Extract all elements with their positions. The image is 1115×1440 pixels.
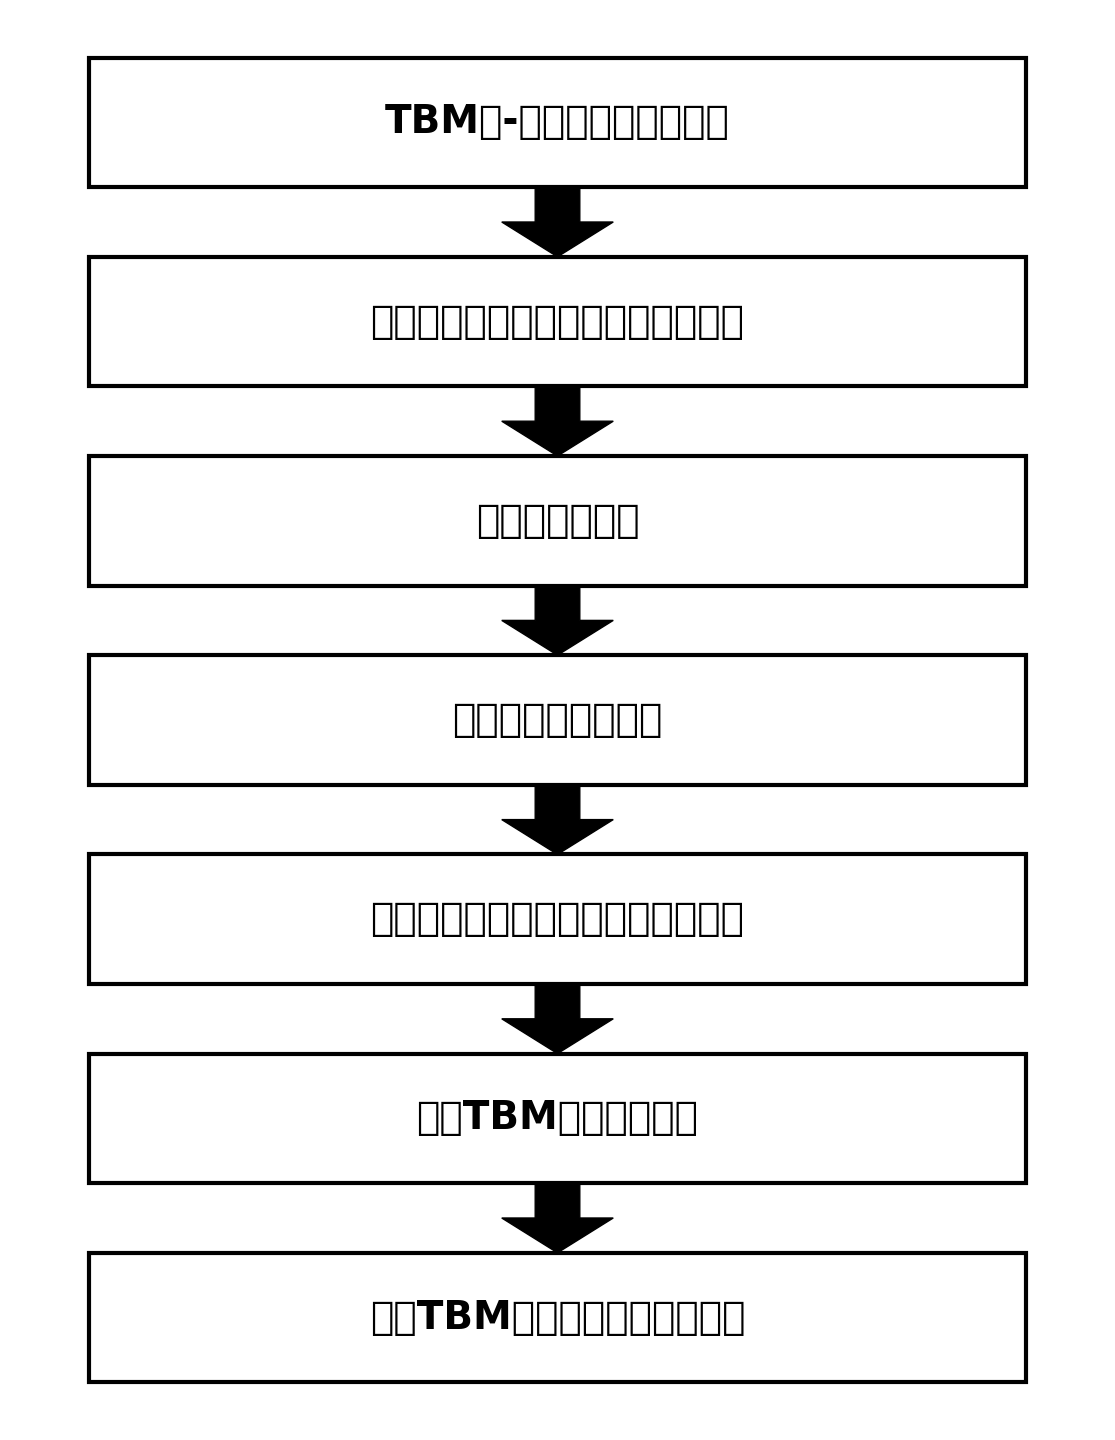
- Text: 熵权法计算权重: 熵权法计算权重: [476, 501, 639, 540]
- Polygon shape: [502, 785, 613, 854]
- Bar: [89, 655, 1026, 785]
- Text: 确定各参数收敛条件: 确定各参数收敛条件: [453, 701, 662, 739]
- Polygon shape: [502, 1184, 613, 1253]
- Bar: [89, 58, 1026, 187]
- Polygon shape: [502, 386, 613, 456]
- Text: TBM岩-机参数动态交互机制: TBM岩-机参数动态交互机制: [385, 104, 730, 141]
- Text: 建立TBM最佳掘进公式: 建立TBM最佳掘进公式: [417, 1099, 698, 1138]
- Polygon shape: [502, 984, 613, 1054]
- Polygon shape: [502, 586, 613, 655]
- Text: 利用改进量子粒子群算法寻找最优解: 利用改进量子粒子群算法寻找最优解: [370, 900, 745, 939]
- Bar: [89, 1054, 1026, 1184]
- Bar: [89, 256, 1026, 386]
- Bar: [89, 1253, 1026, 1382]
- Polygon shape: [502, 187, 613, 256]
- Text: 建立设备信息和岩体信息样本数据库: 建立设备信息和岩体信息样本数据库: [370, 302, 745, 341]
- Text: 实现TBM隧洞可掘进分级及预测: 实现TBM隧洞可掘进分级及预测: [370, 1299, 745, 1336]
- Bar: [89, 456, 1026, 586]
- Bar: [89, 854, 1026, 984]
